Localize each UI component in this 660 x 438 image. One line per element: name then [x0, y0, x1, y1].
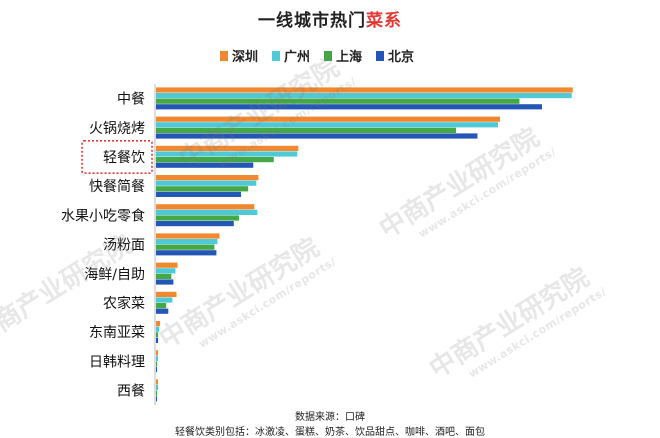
bar-1 — [156, 145, 299, 151]
bar-1 — [156, 262, 178, 268]
bar-1 — [156, 291, 177, 297]
bar-2 — [156, 151, 298, 157]
legend-item: 深圳 — [220, 46, 258, 65]
legend-swatch — [220, 50, 228, 61]
bar-4 — [156, 279, 174, 285]
category-label: 火锅烧烤 — [89, 121, 145, 137]
bar-4 — [156, 221, 234, 227]
bar-4 — [156, 308, 169, 314]
bar-3 — [156, 332, 159, 338]
bar-2 — [156, 209, 258, 215]
bar-1 — [156, 379, 159, 385]
legend-item: 广州 — [272, 46, 310, 65]
category-label: 水果小吃零食 — [61, 207, 145, 224]
bar-4 — [156, 337, 159, 343]
bar-4 — [156, 162, 254, 168]
legend-label: 北京 — [388, 50, 415, 65]
bar-1 — [156, 204, 255, 210]
chart-source: 数据来源：口碑 — [295, 412, 365, 423]
category-label: 快餐简餐 — [89, 178, 145, 195]
category-label: 农家菜 — [103, 295, 145, 312]
bar-4 — [156, 250, 217, 256]
category-label: 中餐 — [117, 92, 145, 108]
category-label: 日韩料理 — [89, 354, 145, 370]
legend-swatch — [324, 50, 333, 61]
bar-3 — [156, 98, 520, 104]
bar-1 — [156, 175, 259, 181]
chart-title: 一线城市热门菜系 — [0, 6, 660, 31]
bar-2 — [156, 297, 173, 303]
bar-2 — [156, 268, 176, 274]
bar-1 — [156, 233, 220, 239]
bar-2 — [156, 93, 572, 99]
bar-3 — [156, 157, 274, 163]
legend-swatch — [376, 50, 385, 61]
bar-1 — [156, 350, 159, 356]
bar-3 — [156, 361, 158, 367]
category-label: 轻餐饮 — [103, 150, 145, 166]
bar-4 — [156, 104, 542, 110]
bar-1 — [156, 321, 161, 327]
category-label: 东南亚菜 — [89, 325, 145, 341]
chart-footnote: 轻餐饮类别包括：冰激凌、蛋糕、奶茶、饮品甜点、咖啡、酒吧、面包 — [175, 427, 485, 438]
category-label: 海鲜/自助 — [84, 267, 145, 283]
bar-3 — [156, 186, 249, 192]
category-label: 汤粉面 — [103, 238, 145, 254]
bar-3 — [156, 244, 215, 250]
bar-4 — [156, 396, 158, 402]
bar-1 — [156, 116, 500, 122]
bar-1 — [156, 87, 573, 93]
chart-title-accent: 菜系 — [366, 11, 402, 31]
bar-2 — [156, 122, 498, 128]
legend-item: 上海 — [324, 46, 362, 65]
bar-3 — [156, 303, 167, 309]
bar-3 — [156, 127, 456, 133]
bar-2 — [156, 385, 159, 391]
legend-label: 广州 — [284, 50, 311, 65]
legend-item: 北京 — [376, 46, 414, 65]
legend-label: 深圳 — [232, 50, 259, 65]
bar-4 — [156, 191, 241, 197]
category-label: 西餐 — [117, 384, 145, 400]
legend-swatch — [272, 50, 281, 61]
bar-2 — [156, 180, 257, 186]
chart-title-main: 一线城市热门 — [258, 11, 366, 31]
bar-4 — [156, 133, 478, 139]
highlight-box — [81, 140, 153, 175]
bar-2 — [156, 239, 218, 245]
bar-4 — [156, 367, 158, 373]
bar-2 — [156, 355, 159, 361]
bar-3 — [156, 273, 172, 279]
legend-label: 上海 — [336, 50, 363, 65]
bar-3 — [156, 215, 239, 221]
bar-2 — [156, 326, 160, 332]
chart-legend: 深圳 广州 上海 北京 — [220, 46, 414, 65]
bar-3 — [156, 390, 158, 396]
